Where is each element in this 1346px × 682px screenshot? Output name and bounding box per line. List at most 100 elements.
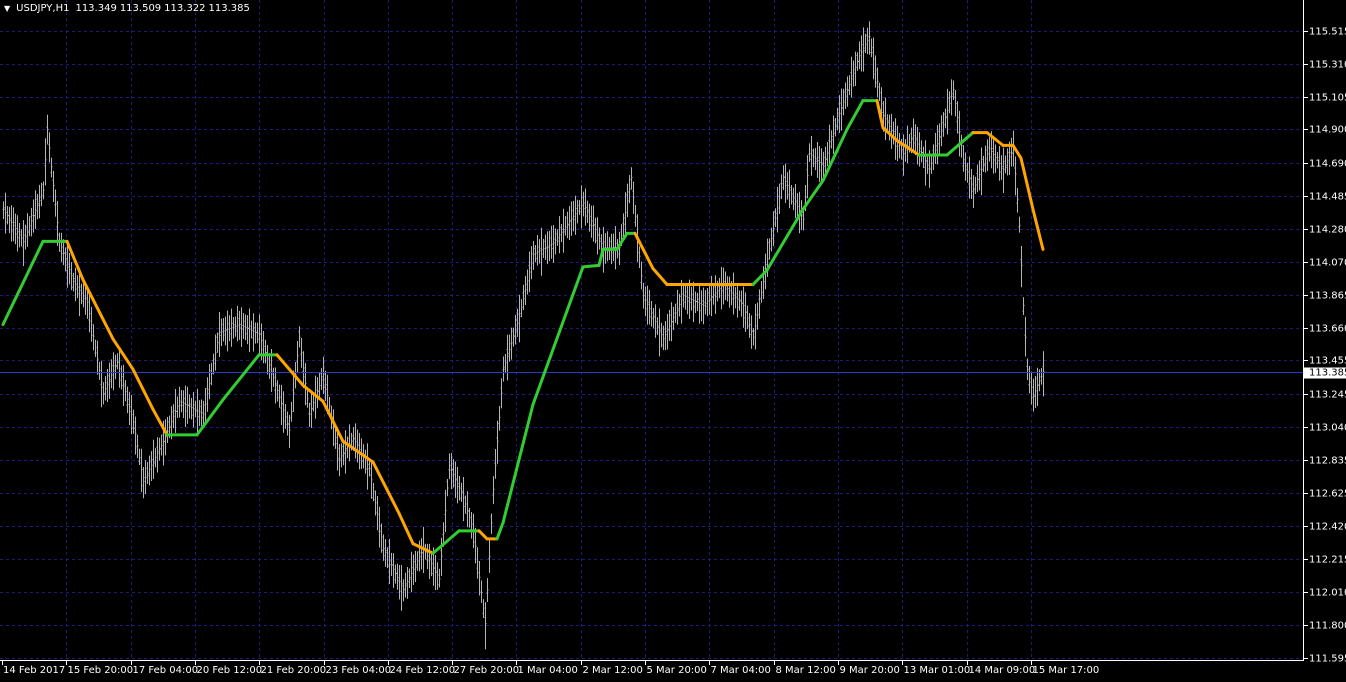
ohlc-bar [50,157,53,178]
indicator-up-segment [195,398,225,437]
ohlc-bar [236,305,239,342]
ohlc-bar [858,41,861,70]
ohlc-bar [828,124,831,169]
ohlc-bar [776,186,779,233]
ohlc-bar [580,185,583,229]
ohlc-bar [742,286,745,328]
ohlc-bar [566,211,569,239]
ohlc-bar [414,550,417,583]
ohlc-bar [560,224,563,243]
ohlc-bar [976,164,979,193]
ohlc-bar [258,314,261,354]
ohlc-bar [378,506,381,548]
ohlc-bar [628,175,631,204]
ohlc-bar [40,182,43,207]
ohlc-bar [320,368,323,390]
ohlc-bar [390,552,393,577]
ohlc-bar [1038,369,1041,392]
ohlc-bar [1022,297,1025,315]
x-tick-label: 8 Mar 12:00 [775,665,836,676]
ohlc-bar [758,289,761,319]
ohlc-bar [196,388,199,436]
ohlc-bar [476,547,479,579]
ohlc-bar [148,455,151,486]
ohlc-bar [284,404,287,429]
ohlc-bar [396,563,399,590]
ohlc-bar [576,199,579,224]
ohlc-bar [264,339,267,364]
indicator-down-segment [1031,207,1045,251]
ohlc-bar [14,213,17,245]
ohlc-bar [338,443,341,477]
ohlc-bar [718,277,721,299]
ohlc-bar [808,143,811,162]
ohlc-bar [676,289,679,325]
indicator-down-segment [985,131,1005,147]
ohlc-bar [6,206,9,225]
ohlc-bar [344,430,347,474]
ohlc-bar [980,147,983,196]
ohlc-bar [700,290,703,322]
ohlc-bar [208,363,211,400]
ohlc-bar [872,37,875,80]
ohlc-bar [380,523,383,553]
ohlc-bar [158,437,161,461]
ohlc-bar [70,262,73,291]
ohlc-bar [18,222,21,248]
ohlc-bar [316,377,319,409]
ohlc-bar [26,213,29,247]
dropdown-triangle-icon[interactable]: ▼ [4,4,11,13]
indicator-up-segment [501,402,535,525]
x-tick-label: 21 Feb 20:00 [260,665,327,676]
ohlc-bar [266,345,269,375]
ohlc-bar [926,156,929,174]
indicator-down-segment [371,460,401,515]
indicator-down-segment [1019,156,1035,211]
y-tick-label: 113.040 [1309,422,1346,433]
ohlc-bar [388,538,391,585]
ohlc-bar [490,513,493,534]
ohlc-bar [840,88,843,131]
ohlc-bar [102,382,105,405]
ohlc-bar [242,313,245,340]
ohlc-bar [1016,187,1019,213]
ohlc-bar [356,429,359,463]
y-tick-label: 113.660 [1309,323,1346,334]
x-tick-label: 20 Feb 12:00 [196,665,263,676]
ohlc-bar [324,370,327,401]
ohlc-bar [820,148,823,183]
ohlc-bar [28,216,31,237]
x-tick-label: 13 Mar 01:00 [903,665,971,676]
ohlc-bar [426,543,429,570]
ohlc-bar [368,459,371,477]
ohlc-bar [436,562,439,590]
ohlc-bar [530,246,533,280]
ohlc-bar [982,155,985,173]
ohlc-bar [786,172,789,200]
ohlc-bar [216,332,219,353]
ohlc-bar [134,416,137,455]
y-tick-label: 114.900 [1309,124,1346,135]
ohlc-bar [452,459,455,488]
ohlc-bar [434,555,437,591]
ohlc-bar [950,79,953,116]
ohlc-bar [254,322,257,344]
ohlc-bar [464,495,467,514]
axis-ticks [2,31,1308,665]
ohlc-bar [878,82,881,101]
current-price-label: 113.385 [1304,367,1346,378]
ohlc-bar [100,360,103,408]
ohlc-bar [306,388,309,408]
ohlc-bar [912,118,915,153]
indicator-up-segment [221,353,261,402]
ohlc-bar [430,551,433,577]
ohlc-bar [552,225,555,263]
ohlc-bar [400,565,403,611]
ohlc-bar [76,275,79,299]
ohlc-bar [420,538,423,570]
ohlc-bar [438,568,441,588]
ohlc-bar [1032,378,1035,412]
ohlc-bar [978,160,981,191]
ohlc-bar [992,137,995,174]
y-tick-label: 113.455 [1309,355,1346,366]
